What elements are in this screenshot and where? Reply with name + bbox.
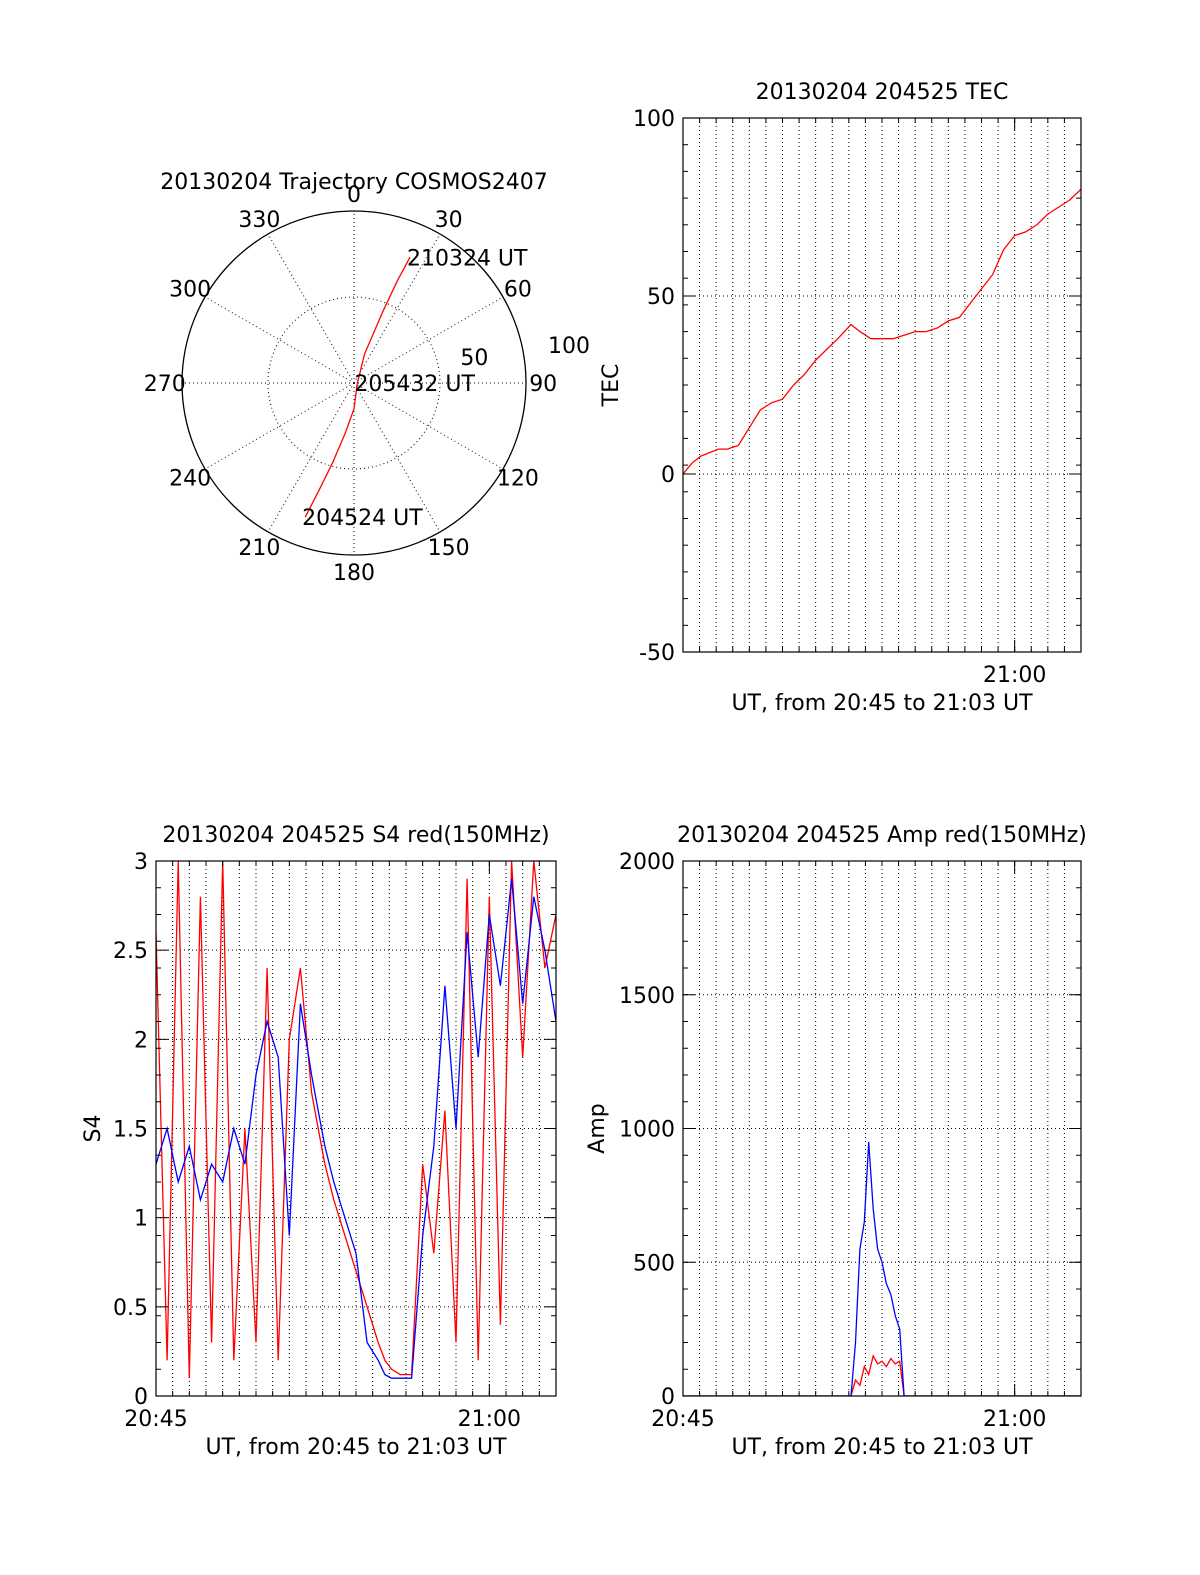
x-axis-label: UT, from 20:45 to 21:03 UT [731,691,1033,716]
y-tick-label: 0 [134,1385,148,1410]
azimuth-label: 210 [238,536,280,561]
azimuth-label: 120 [497,467,539,492]
series-line-blue [156,878,556,1379]
series-line-blue [683,1141,1081,1396]
y-tick-label: -50 [639,641,675,666]
polar-spoke [353,382,441,533]
azimuth-label: 180 [333,561,375,586]
azimuth-label: 90 [529,372,557,397]
chart-title: 20130204 204525 Amp red(150MHz) [677,823,1087,848]
trajectory-time-label: 210324 UT [407,246,528,271]
series-line-red [683,1354,1081,1396]
y-tick-label: 0.5 [113,1296,148,1321]
y-tick-label: 1000 [619,1118,675,1143]
azimuth-label: 30 [435,208,463,233]
x-axis-label: UT, from 20:45 to 21:03 UT [731,1435,1033,1460]
x-tick-label: 21:00 [458,1407,521,1432]
polar-ring-50 [267,296,441,470]
x-tick-label: 20:45 [651,1407,714,1432]
chart-title: 20130204 204525 S4 red(150MHz) [162,823,549,848]
y-tick-label: 500 [633,1251,675,1276]
polar-spoke [353,382,504,470]
azimuth-label: 270 [144,372,186,397]
s4-chart: 0 0.5 1 1.5 2 2.5 3 20:45 21:00 20130204 204525 S… [81,823,557,1460]
y-tick-label: 0 [661,463,675,488]
y-tick-label: 3 [134,850,148,875]
tec-chart: -50 0 50 100 21:00 20130204 204525 TEC UT, fro… [599,80,1082,716]
azimuth-label: 300 [169,277,211,302]
series-line-red [156,861,556,1379]
azimuth-label: 150 [428,536,470,561]
y-axis-label: TEC [599,364,624,408]
y-axis-label: Amp [585,1103,610,1153]
y-tick-label: 2000 [619,850,675,875]
y-tick-label: 1500 [619,984,675,1009]
trajectory-time-label: 204524 UT [302,506,423,531]
polar-spoke [267,382,355,533]
series-line-red [683,188,1081,475]
azimuth-label: 330 [238,208,280,233]
amp-chart: 0 500 1000 1500 2000 20:45 21:00 20130204 20452… [585,823,1087,1460]
polar-trajectory-chart: 0 30 60 90 120 150 180 210 240 270 300 330 50 100 2103… [144,170,590,586]
trajectory-line [304,256,411,518]
polar-spoke [353,233,441,384]
chart-title: 20130204 204525 TEC [756,80,1009,105]
azimuth-label: 0 [347,183,361,208]
y-axis-label: S4 [81,1115,106,1143]
polar-spoke [353,296,504,384]
polar-ring-outer [181,210,527,556]
polar-spoke [204,382,355,470]
y-tick-label: 2.5 [113,939,148,964]
chart-title: 20130204 Trajectory COSMOS2407 [160,170,547,195]
trajectory-time-label: 205432 UT [354,372,475,397]
azimuth-label: 60 [504,277,532,302]
y-tick-label: 50 [647,285,675,310]
y-tick-label: 1.5 [113,1118,148,1143]
azimuth-label: 240 [169,467,211,492]
y-tick-label: 0 [661,1385,675,1410]
polar-spoke [204,296,355,384]
x-tick-label: 21:00 [983,1407,1046,1432]
radial-label: 50 [460,346,488,371]
x-axis-label: UT, from 20:45 to 21:03 UT [205,1435,507,1460]
y-tick-label: 1 [134,1207,148,1232]
x-tick-label: 20:45 [124,1407,187,1432]
polar-spoke [267,233,355,384]
y-tick-label: 2 [134,1028,148,1053]
x-tick-label: 21:00 [983,663,1046,688]
radial-label: 100 [548,334,590,359]
y-tick-label: 100 [633,107,675,132]
